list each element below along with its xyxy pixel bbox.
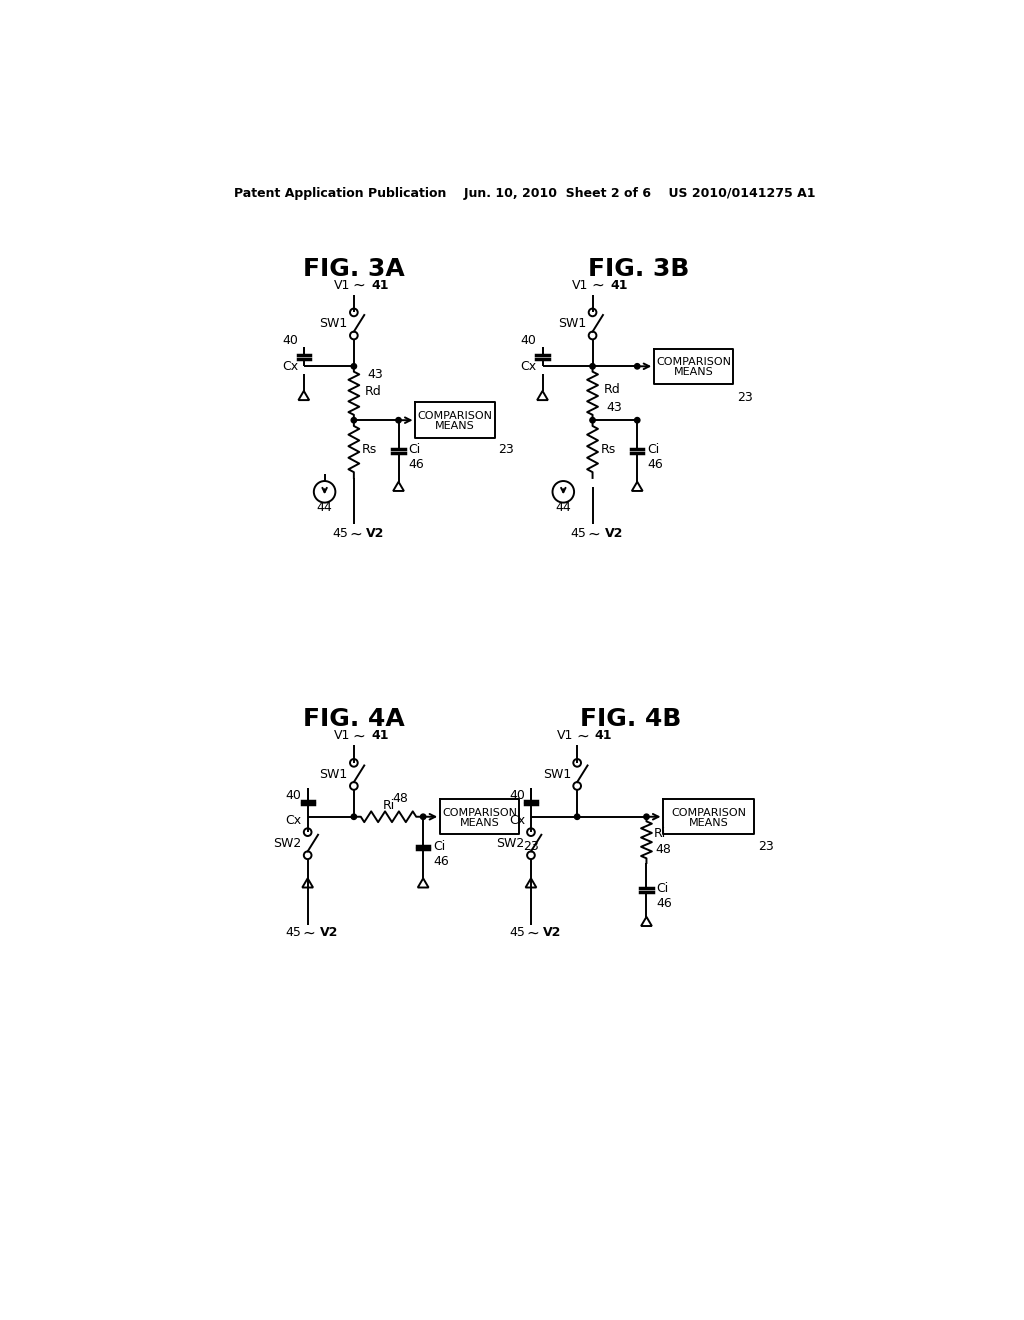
Text: Ri: Ri xyxy=(654,828,667,841)
Text: Cx: Cx xyxy=(286,814,302,828)
Text: Ci: Ci xyxy=(656,882,669,895)
Text: Ci: Ci xyxy=(409,444,421,455)
Text: ~: ~ xyxy=(592,279,604,293)
Circle shape xyxy=(644,814,649,820)
Text: 45: 45 xyxy=(509,925,525,939)
Text: 41: 41 xyxy=(372,730,389,742)
Text: FIG. 3B: FIG. 3B xyxy=(588,256,689,281)
Text: MEANS: MEANS xyxy=(460,818,500,828)
Text: Ci: Ci xyxy=(433,840,445,853)
Text: SW1: SW1 xyxy=(319,317,348,330)
Text: MEANS: MEANS xyxy=(435,421,475,432)
Text: 46: 46 xyxy=(656,898,672,911)
Text: ~: ~ xyxy=(349,527,361,541)
Text: ~: ~ xyxy=(577,729,589,743)
Text: V2: V2 xyxy=(605,527,624,540)
Circle shape xyxy=(590,417,595,422)
Text: ~: ~ xyxy=(303,925,315,941)
Text: 46: 46 xyxy=(433,855,449,869)
Text: SW1: SW1 xyxy=(558,317,587,330)
Text: ~: ~ xyxy=(353,729,366,743)
Circle shape xyxy=(396,417,401,422)
Text: 23: 23 xyxy=(758,840,774,853)
Text: 23: 23 xyxy=(737,391,753,404)
Text: SW1: SW1 xyxy=(319,768,348,781)
Text: V2: V2 xyxy=(544,925,561,939)
Text: V2: V2 xyxy=(319,925,338,939)
Circle shape xyxy=(635,363,640,370)
Text: V1: V1 xyxy=(334,279,350,292)
Text: 23: 23 xyxy=(499,444,514,455)
Text: Rs: Rs xyxy=(361,444,377,455)
Text: 45: 45 xyxy=(570,527,587,540)
Circle shape xyxy=(635,417,640,422)
Text: 48: 48 xyxy=(655,842,672,855)
Text: Cx: Cx xyxy=(520,360,537,372)
Text: COMPARISON: COMPARISON xyxy=(656,358,731,367)
Text: SW2: SW2 xyxy=(497,837,524,850)
Circle shape xyxy=(574,814,580,820)
Text: 46: 46 xyxy=(647,458,663,471)
Text: V1: V1 xyxy=(334,730,350,742)
Text: 45: 45 xyxy=(286,925,302,939)
Text: 46: 46 xyxy=(409,458,424,471)
Text: Rs: Rs xyxy=(600,444,615,455)
Text: V1: V1 xyxy=(572,279,589,292)
Text: FIG. 4B: FIG. 4B xyxy=(581,708,682,731)
Text: 41: 41 xyxy=(610,279,628,292)
Text: V2: V2 xyxy=(367,527,385,540)
Text: COMPARISON: COMPARISON xyxy=(442,808,517,818)
Text: COMPARISON: COMPARISON xyxy=(418,412,493,421)
Text: 40: 40 xyxy=(286,788,302,801)
Text: MEANS: MEANS xyxy=(674,367,714,378)
Text: ~: ~ xyxy=(353,279,366,293)
Text: Cx: Cx xyxy=(282,360,298,372)
Circle shape xyxy=(351,814,356,820)
Text: SW1: SW1 xyxy=(543,768,571,781)
Text: Patent Application Publication    Jun. 10, 2010  Sheet 2 of 6    US 2010/0141275: Patent Application Publication Jun. 10, … xyxy=(234,186,815,199)
Circle shape xyxy=(421,814,426,820)
Text: ~: ~ xyxy=(588,527,600,541)
Text: MEANS: MEANS xyxy=(689,818,729,828)
Text: Ri: Ri xyxy=(382,800,394,813)
Text: 40: 40 xyxy=(521,334,537,347)
Text: COMPARISON: COMPARISON xyxy=(672,808,746,818)
Text: 41: 41 xyxy=(595,730,612,742)
Circle shape xyxy=(351,417,356,422)
Text: Rd: Rd xyxy=(365,385,381,399)
Text: 48: 48 xyxy=(392,792,408,805)
Text: 41: 41 xyxy=(372,279,389,292)
Text: 45: 45 xyxy=(332,527,348,540)
Text: Cx: Cx xyxy=(509,814,525,828)
Text: Rd: Rd xyxy=(603,383,621,396)
Text: SW2: SW2 xyxy=(273,837,301,850)
Text: 43: 43 xyxy=(606,400,623,413)
Text: Ci: Ci xyxy=(647,444,659,455)
Text: 40: 40 xyxy=(509,788,525,801)
Text: 40: 40 xyxy=(282,334,298,347)
Text: 44: 44 xyxy=(316,500,333,513)
Text: 23: 23 xyxy=(523,840,539,853)
Text: V1: V1 xyxy=(557,730,573,742)
Circle shape xyxy=(590,363,595,370)
Text: FIG. 3A: FIG. 3A xyxy=(303,256,404,281)
Text: ~: ~ xyxy=(526,925,539,941)
Text: 44: 44 xyxy=(555,500,571,513)
Text: FIG. 4A: FIG. 4A xyxy=(303,708,404,731)
Circle shape xyxy=(351,363,356,370)
Text: 43: 43 xyxy=(368,367,383,380)
